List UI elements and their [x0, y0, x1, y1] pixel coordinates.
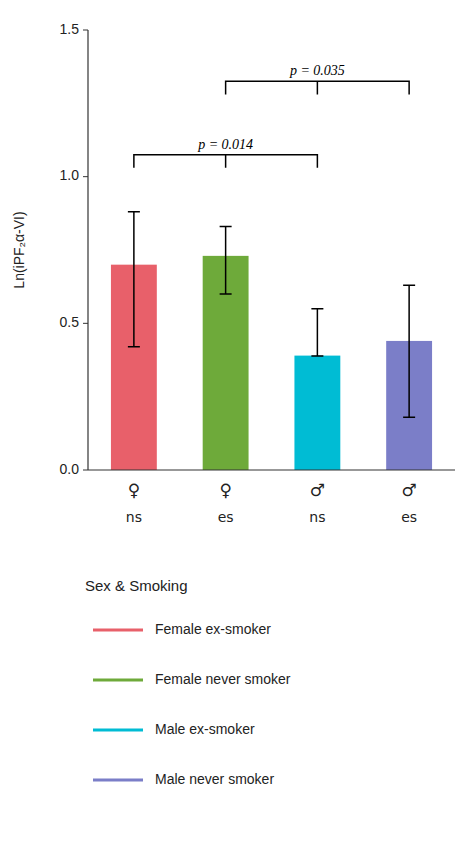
y-tick	[83, 470, 88, 471]
x-tick-label: ♀	[128, 480, 140, 500]
legend-title: Sex & Smoking	[85, 577, 188, 594]
legend-swatch	[93, 779, 143, 782]
legend-swatch	[93, 729, 143, 732]
y-tick-label: 0.5	[60, 314, 80, 330]
x-tick-label: es	[401, 509, 417, 525]
x-tick-label: ♂	[310, 480, 325, 500]
bracket	[226, 81, 410, 94]
y-tick	[83, 30, 88, 31]
legend-swatch	[93, 629, 143, 632]
error-bar	[220, 227, 232, 294]
legend-entry: Female ex-smoker	[155, 621, 271, 637]
error-bar	[311, 309, 323, 356]
bracket-label: p = 0.014	[197, 137, 253, 152]
y-axis: 0.0 0.5 1.0 1.5	[60, 21, 88, 477]
x-tick-label: es	[218, 509, 234, 525]
bar	[294, 356, 340, 470]
bracket-label: p = 0.035	[289, 63, 345, 78]
x-axis: ♀ ns ♀ es ♂ ns ♂ es	[126, 480, 417, 525]
bars	[111, 212, 432, 470]
x-tick-label: ns	[309, 509, 325, 525]
annotations: p = 0.014 p = 0.035	[134, 63, 409, 168]
error-bar	[128, 212, 140, 347]
bracket	[134, 155, 318, 168]
legend: Sex & Smoking Female ex-smoker Female neve…	[85, 577, 291, 787]
y-tick-label: 0.0	[60, 461, 80, 477]
y-tick-label: 1.0	[60, 167, 80, 183]
error-bar	[403, 285, 415, 417]
x-tick-label: ♀	[219, 480, 231, 500]
background	[0, 0, 471, 868]
legend-entry: Female never smoker	[155, 671, 291, 687]
legend-swatch	[93, 679, 143, 682]
y-axis-line	[87, 30, 88, 470]
x-tick-label: ns	[126, 509, 142, 525]
legend-entry: Male never smoker	[155, 771, 274, 787]
chart: 0.0 0.5 1.0 1.5 Ln(iPF₂α-VI) ♀ ns ♀ es ♂ ns ♂ es p = …	[0, 0, 471, 868]
y-tick	[83, 323, 88, 324]
y-axis-label: Ln(iPF₂α-VI)	[11, 211, 27, 288]
y-tick-label: 1.5	[60, 21, 80, 37]
x-axis-line	[88, 469, 455, 470]
legend-entry: Male ex-smoker	[155, 721, 255, 737]
y-tick	[83, 176, 88, 177]
x-tick-label: ♂	[402, 480, 417, 500]
